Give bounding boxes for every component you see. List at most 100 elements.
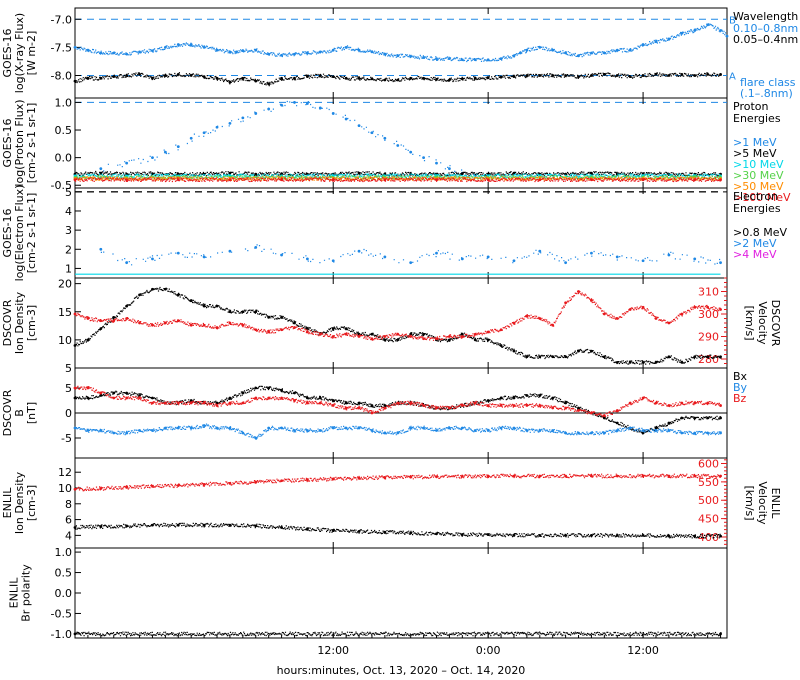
- y-tick-label: 15: [58, 306, 72, 319]
- y-tick-label: 10: [58, 334, 72, 347]
- legend-entry: Bz: [733, 392, 747, 405]
- y-axis-label: GOES-16log(X-ray Flux)[W m-2]: [1, 13, 38, 93]
- series-trace: [75, 423, 722, 440]
- data-point: [615, 255, 619, 259]
- series-trace: [75, 385, 722, 435]
- legend-entry: 0.10–0.8nm: [733, 22, 798, 35]
- reference-line-label: A: [729, 72, 736, 83]
- data-point: [189, 43, 193, 46]
- right-y-tick-label: 310: [698, 286, 719, 299]
- series-enlil_plasma-velocity: [73, 473, 722, 492]
- series-dscovr_plasma-velocity: [73, 290, 722, 341]
- data-point: [305, 102, 309, 105]
- y-tick-label: 10: [58, 482, 72, 495]
- legend-entry: >50 MeV: [733, 180, 784, 193]
- y-axis-label-line: [cm-2 s-1 sr-1]: [25, 103, 38, 184]
- series-trace: [75, 522, 722, 539]
- series-dscovr_plasma-ion-density: [73, 286, 722, 365]
- data-point: [99, 247, 103, 251]
- y-axis-label-line: log(X-ray Flux): [13, 13, 26, 93]
- y-axis-label: GOES-16log(Electron Flux)[cm-2 s-1 sr-1]: [1, 185, 38, 282]
- legend-entry: >4 MeV: [733, 248, 777, 261]
- y-tick-label: 1.0: [55, 96, 73, 109]
- right-y-tick-label: 300: [698, 308, 719, 321]
- data-point: [435, 161, 438, 165]
- data-point: [396, 144, 400, 147]
- legend-title: Proton: [733, 100, 768, 113]
- legend-entry: >30 MeV: [733, 169, 784, 182]
- panel-electron: 1 2 3 4 5 GOES-16log(Electron Flux)[cm-2 s-1 …: [1, 185, 787, 282]
- series-proton--1-mev: [99, 100, 477, 177]
- data-point: [383, 136, 387, 140]
- y-tick-label: -1.0: [51, 628, 72, 641]
- data-point: [176, 145, 180, 148]
- right-axis-label-line: [km/s]: [743, 305, 756, 340]
- y-tick-label: 8: [65, 498, 72, 511]
- series-trace: [103, 100, 474, 177]
- y-tick-label: -8.0: [51, 70, 72, 83]
- data-point: [73, 526, 77, 529]
- data-point: [318, 74, 322, 77]
- right-axis-label: ENLILVelocity[km/s]: [743, 481, 782, 525]
- legend-entry: >1 MeV: [733, 136, 777, 149]
- right-y-tick-label: 600: [698, 458, 719, 471]
- y-axis-label-line: [cm-3]: [25, 305, 38, 341]
- data-point: [357, 249, 361, 253]
- panel-frame: [74, 187, 728, 279]
- y-axis-label-line: GOES-16: [1, 208, 14, 257]
- data-point: [667, 253, 671, 257]
- legend-entry: By: [733, 381, 748, 394]
- y-tick-label: 0.0: [55, 587, 73, 600]
- y-tick-label: 1.0: [55, 546, 73, 559]
- data-point: [267, 107, 271, 111]
- panel-xray: B A -8.0 -7.5 -7.0 GOES-16log(X-ray Flux)[W m…: [1, 7, 798, 100]
- legend-note: flare class: [740, 76, 796, 89]
- y-axis-label-line: Ion Density: [13, 471, 26, 534]
- x-tick-label: 12:00: [317, 644, 349, 657]
- data-point: [448, 167, 451, 171]
- series-xray-0-05-0-4nm: [73, 72, 722, 87]
- series-proton--100-mev: [73, 177, 722, 183]
- y-tick-label: 5: [65, 382, 72, 395]
- y-axis-label-line: log(Electron Flux): [13, 185, 26, 282]
- y-tick-label: 4: [65, 205, 72, 218]
- series-dscovr_mag-bz: [73, 385, 722, 418]
- legend-title: Energies: [733, 202, 781, 215]
- legend-entry: Bx: [733, 370, 748, 383]
- y-axis-label: DSCOVRB[nT]: [1, 389, 38, 436]
- data-point: [538, 249, 542, 253]
- y-axis-label-line: [W m-2]: [25, 31, 38, 76]
- panel-enlil_polarity: -1.0 -0.5 0.0 0.5 1.0 ENLILBr polarity: [8, 546, 728, 641]
- series-electron--2-mev: [99, 244, 722, 266]
- legend-title: Wavelength: [733, 10, 798, 23]
- data-point: [667, 534, 671, 538]
- right-axis-label-line: [km/s]: [743, 485, 756, 520]
- y-axis-label-line: DSCOVR: [1, 299, 14, 346]
- series-enlil_plasma-ion-density: [73, 522, 722, 539]
- y-tick-label: -5: [61, 432, 72, 445]
- right-y-tick-label: 500: [698, 494, 719, 507]
- series-enlil_polarity-br-polarity: [73, 631, 722, 637]
- panel-dscovr_plasma: 5101520280290300310DSCOVRVelocity[km/s]D…: [1, 277, 782, 375]
- data-point: [163, 150, 167, 154]
- data-point: [189, 136, 193, 140]
- y-tick-label: 12: [58, 466, 72, 479]
- y-tick-label: 0.5: [55, 567, 73, 580]
- legend-entry: >0.8 MeV: [733, 226, 787, 239]
- series-trace: [75, 286, 722, 365]
- y-axis-label: ENLILBr polarity: [8, 564, 33, 622]
- y-axis-label-line: log(Proton Flux): [13, 99, 26, 186]
- y-axis-label: DSCOVRIon Density[cm-3]: [1, 291, 38, 354]
- x-tick-label: 12:00: [627, 644, 659, 657]
- panel-frame: [74, 7, 728, 99]
- y-tick-label: 5: [65, 186, 72, 199]
- panel-frame: [74, 547, 728, 639]
- legend-note: (.1–.8nm): [740, 87, 793, 100]
- legend-entry: >10 MeV: [733, 158, 784, 171]
- y-axis-label-line: ENLIL: [1, 487, 14, 519]
- right-y-tick-label: 290: [698, 331, 719, 344]
- y-tick-label: -0.5: [51, 607, 72, 620]
- series-xray-0-10-0-8nm: [73, 23, 729, 63]
